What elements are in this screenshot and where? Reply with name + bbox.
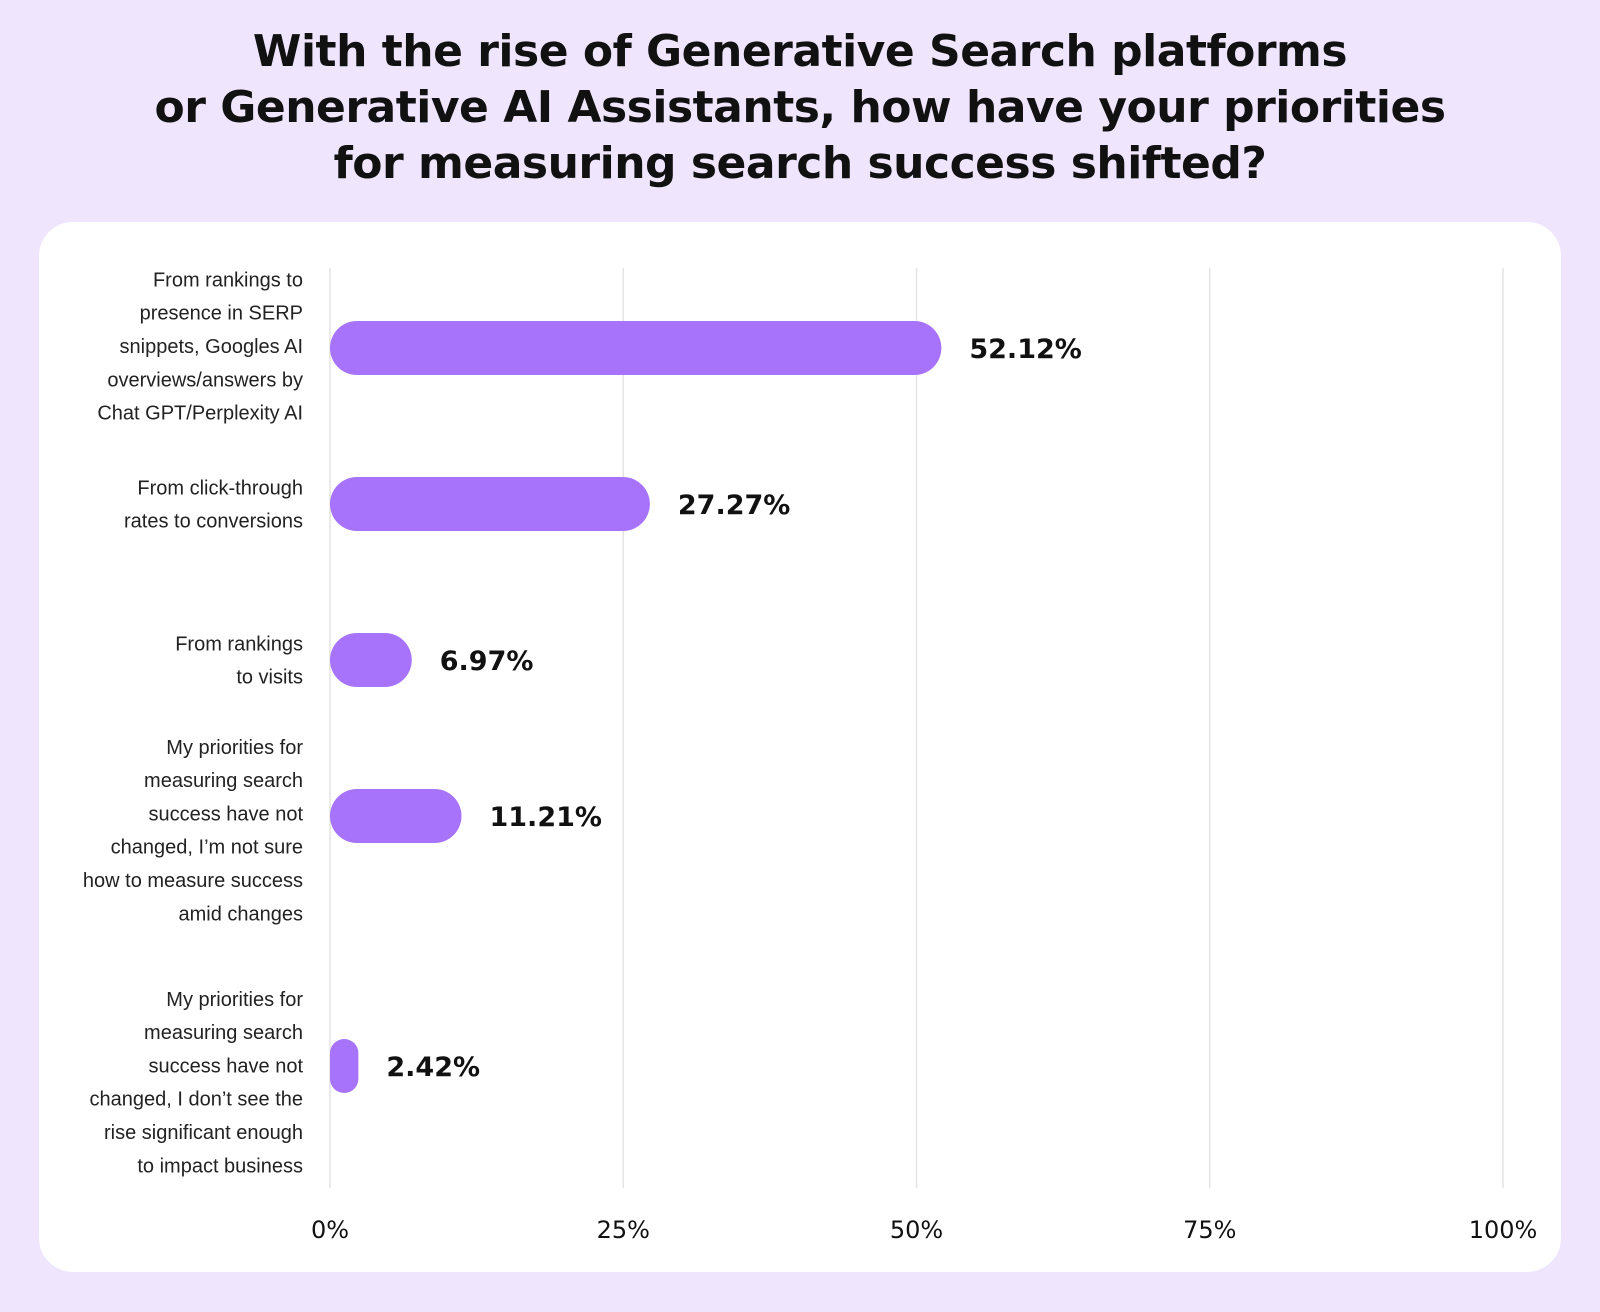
x-tick-label: 25% [597,1216,650,1244]
chart-title: With the rise of Generative Search platf… [100,24,1500,192]
category-label-line: presence in SERP [140,303,303,325]
value-label: 6.97% [440,646,534,677]
x-tick-label: 0% [311,1216,349,1244]
value-label: 11.21% [489,802,601,833]
chart-card [39,222,1561,1272]
category-label-line: changed, I’m not sure [111,837,303,859]
category-label-line: how to measure success [83,870,303,892]
bars [330,321,942,1093]
category-label-line: From rankings to [153,269,303,291]
value-label: 27.27% [678,490,790,521]
x-tick-label: 75% [1183,1216,1236,1244]
x-axis-ticks: 0% 25% 50% 75% 100% [311,1216,1537,1244]
category-label-line: My priorities for [166,737,303,759]
bar [330,321,942,375]
category-label-line: amid changes [178,903,303,925]
category-label: From click-through rates to conversions [124,477,303,532]
value-labels: 52.12% 27.27% 6.97% 11.21% 2.42% [386,334,1081,1083]
gridlines [329,268,1504,1188]
category-label: From rankings to presence in SERP snippets… [97,269,303,424]
category-label-line: snippets, Googles AI [120,336,303,358]
category-label-line: success have not [148,1055,303,1077]
category-label-line: rates to conversions [124,511,303,533]
x-tick-label: 50% [890,1216,943,1244]
bar [330,789,462,843]
bar [330,477,650,531]
category-label: From rankings to visits [175,633,303,688]
category-label-line: success have not [148,803,303,825]
category-label-line: My priorities for [166,989,303,1011]
category-labels: From rankings to presence in SERP snippets… [83,269,304,1177]
category-label-line: measuring search [144,1022,303,1044]
bar [330,633,412,687]
category-label: My priorities for measuring search success… [83,737,304,926]
value-label: 2.42% [386,1052,480,1083]
category-label-line: changed, I don’t see the [90,1089,304,1111]
category-label-line: Chat GPT/Perplexity AI [97,403,303,425]
category-label-line: From rankings [175,633,303,655]
category-label-line: to impact business [137,1155,303,1177]
chart-title-line: With the rise of Generative Search platf… [252,26,1348,77]
category-label-line: measuring search [144,770,303,792]
category-label-line: overviews/answers by [107,369,303,391]
chart-title-line: or Generative AI Assistants, how have yo… [154,82,1446,133]
x-tick-label: 100% [1469,1216,1538,1244]
bar [330,1039,359,1093]
category-label-line: From click-through [137,477,303,499]
category-label: My priorities for measuring search success… [90,989,304,1178]
category-label-line: to visits [236,667,303,689]
category-label-line: rise significant enough [104,1122,303,1144]
value-label: 52.12% [969,334,1081,365]
chart-title-line: for measuring search success shifted? [333,138,1267,189]
